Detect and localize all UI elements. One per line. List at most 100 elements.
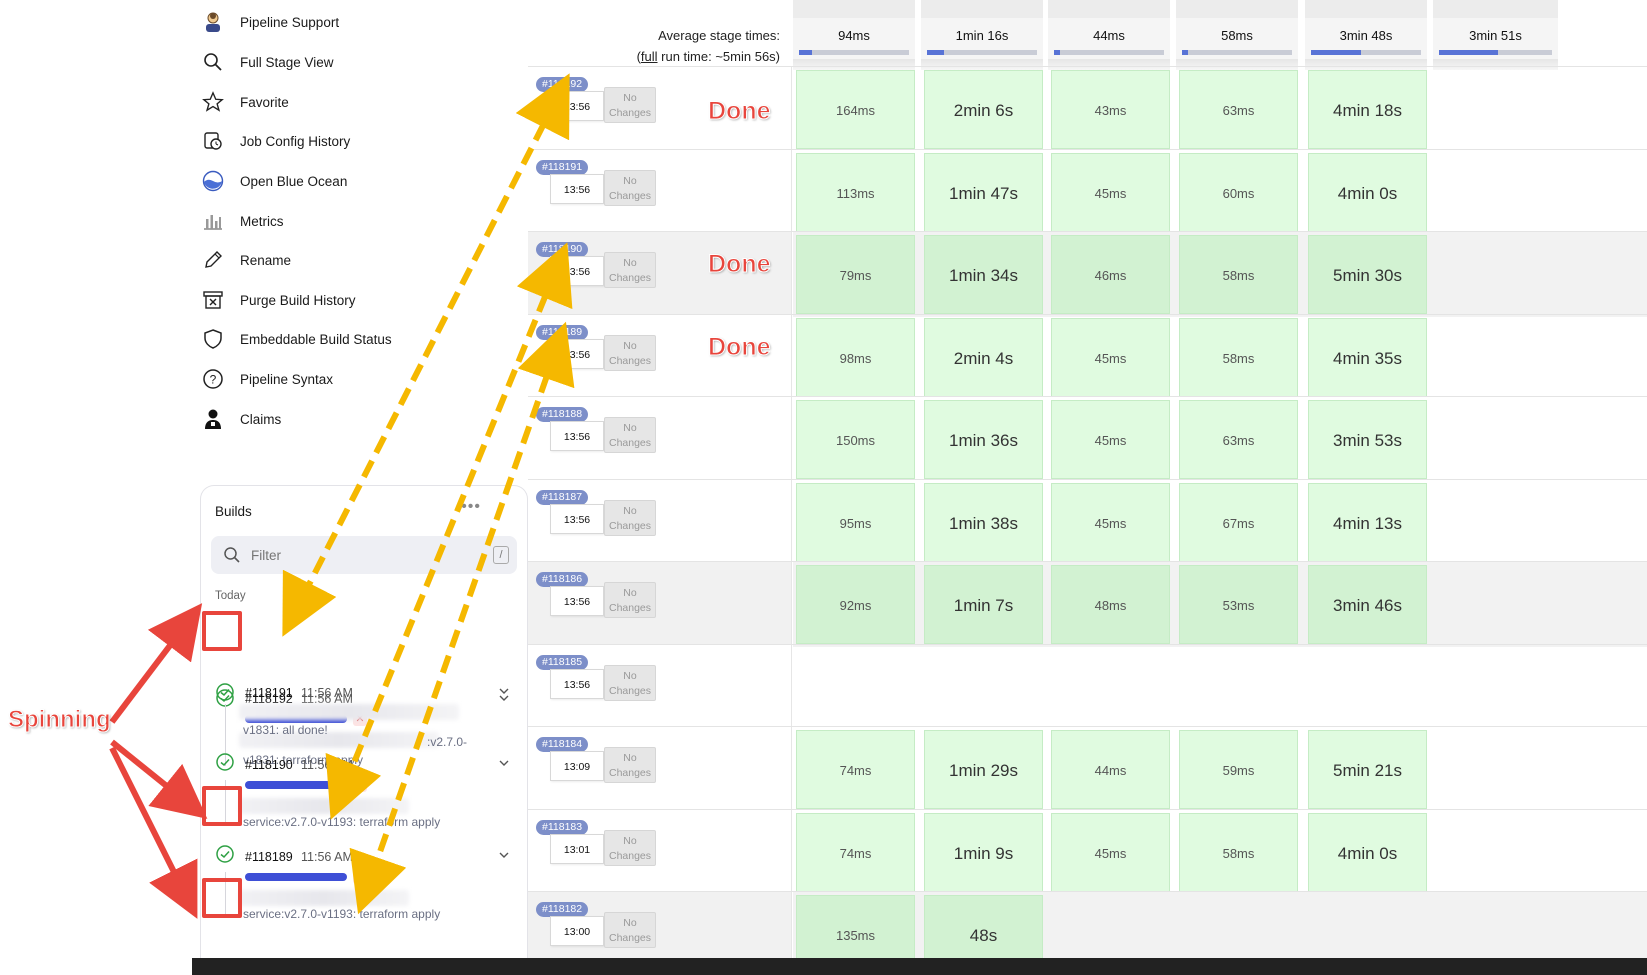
stage-cell[interactable]: 45ms [1051,813,1170,892]
purge-icon [200,287,226,313]
stage-cell[interactable]: 4min 13s [1308,483,1427,562]
stage-cell[interactable]: 164ms [796,70,915,149]
header-shadow [921,59,1043,70]
stage-cell[interactable]: 79ms [796,235,915,314]
stage-cell[interactable]: 4min 0s [1308,813,1427,892]
menu-pipeline-support[interactable]: Pipeline Support [200,8,339,36]
stage-cell[interactable]: 53ms [1179,565,1298,644]
build-number[interactable]: #118190 [245,758,293,772]
stage-cell[interactable]: 2min 6s [924,70,1043,149]
run-id-badge[interactable]: #118192 [536,77,589,92]
menu-favorite[interactable]: Favorite [200,88,289,116]
pipeline-run-row[interactable]: #118189 13:56 No Changes Done 98ms 2min 4s 45ms… [528,314,1647,400]
full-link[interactable]: full [640,49,658,64]
stage-cell[interactable]: 67ms [1179,483,1298,562]
stage-cell[interactable]: 92ms [796,565,915,644]
run-id-badge[interactable]: #118187 [536,490,589,505]
pipeline-run-row[interactable]: #118185 13:56 No Changes [528,644,1647,730]
pipeline-run-row[interactable]: #118188 13:56 No Changes 150ms 1min 36s 45ms 63… [528,396,1647,482]
menu-metrics[interactable]: Metrics [200,207,284,235]
stage-progress-fill [1311,50,1361,55]
stage-cell[interactable]: 3min 46s [1308,565,1427,644]
menu-claims[interactable]: Claims [200,405,281,433]
stage-cell[interactable]: 63ms [1179,70,1298,149]
pipeline-run-row[interactable]: #118190 13:56 No Changes Done 79ms 1min 34s 46m… [528,231,1647,317]
run-id-badge[interactable]: #118189 [536,325,589,340]
chevron-down-icon[interactable] [497,684,511,698]
stage-cell[interactable]: 1min 47s [924,153,1043,232]
stage-cell[interactable]: 1min 34s [924,235,1043,314]
stage-cell[interactable]: 4min 18s [1308,70,1427,149]
run-id-badge[interactable]: #118184 [536,737,589,752]
menu-full-stage-view[interactable]: Full Stage View [200,48,334,76]
divider [225,872,226,918]
pipeline-run-row[interactable]: #118192 13:56 No Changes Done 164ms 2min 6s 43m… [528,66,1647,152]
search-icon [224,547,240,563]
stage-cell[interactable]: 113ms [796,153,915,232]
check-circle-icon [216,753,234,771]
stage-cell[interactable]: 1min 36s [924,400,1043,479]
stage-cell[interactable]: 3min 53s [1308,400,1427,479]
stage-cell[interactable]: 1min 7s [924,565,1043,644]
run-id-badge[interactable]: #118185 [536,655,589,670]
menu-purge-build-history[interactable]: Purge Build History [200,286,356,314]
stage-cell[interactable]: 44ms [1051,730,1170,809]
stage-cell[interactable]: 58ms [1179,813,1298,892]
run-id-badge[interactable]: #118183 [536,820,589,835]
build-number[interactable]: #118192 [245,692,293,706]
menu-open-blue-ocean[interactable]: Open Blue Ocean [200,167,347,195]
menu-embeddable-build-status[interactable]: Embeddable Build Status [200,325,392,353]
stage-cell[interactable]: 1min 38s [924,483,1043,562]
search-icon [200,49,226,75]
filter-box[interactable]: / [211,536,517,574]
menu-pipeline-syntax[interactable]: ? Pipeline Syntax [200,365,333,393]
stage-header: 1min 16s [921,0,1046,70]
stage-cell[interactable]: 45ms [1051,153,1170,232]
stage-cell[interactable]: 95ms [796,483,915,562]
pipeline-run-row[interactable]: #118184 13:09 No Changes 74ms 1min 29s 44ms 59m… [528,726,1647,812]
menu-job-config-history[interactable]: Job Config History [200,127,350,155]
stage-cell[interactable]: 45ms [1051,400,1170,479]
pipeline-run-row[interactable]: #118183 13:01 No Changes 74ms 1min 9s 45ms 58ms… [528,809,1647,895]
stage-cell[interactable]: 5min 30s [1308,235,1427,314]
pipeline-run-row[interactable]: #118187 13:56 No Changes 95ms 1min 38s 45ms 67m… [528,479,1647,565]
chevron-down-icon[interactable] [497,756,511,770]
pipeline-run-row[interactable]: #118186 13:56 No Changes 92ms 1min 7s 48ms 53ms… [528,561,1647,647]
run-id-badge[interactable]: #118182 [536,902,589,917]
filter-input[interactable] [251,547,471,563]
stage-cell[interactable]: 74ms [796,813,915,892]
stage-cell[interactable]: 1min 9s [924,813,1043,892]
stage-cell[interactable]: 48ms [1051,565,1170,644]
stage-cell[interactable]: 5min 21s [1308,730,1427,809]
stage-cell[interactable]: 59ms [1179,730,1298,809]
stage-cell[interactable]: 58ms [1179,318,1298,397]
run-id-badge[interactable]: #118188 [536,407,589,422]
stage-cell[interactable]: 74ms [796,730,915,809]
abort-build-icon[interactable]: ✕ [353,778,367,792]
stage-cell[interactable]: 43ms [1051,70,1170,149]
stage-cell[interactable]: 150ms [796,400,915,479]
build-number[interactable]: #118189 [245,850,293,864]
stage-cell[interactable]: 46ms [1051,235,1170,314]
abort-build-icon[interactable]: ✕ [353,870,367,884]
more-options-icon[interactable]: ••• [461,498,481,515]
stage-cell[interactable]: 45ms [1051,483,1170,562]
stage-cell[interactable]: 4min 0s [1308,153,1427,232]
stage-cell[interactable]: 1min 29s [924,730,1043,809]
run-id-badge[interactable]: #118190 [536,242,589,257]
stage-average-time: 44ms [1093,28,1125,43]
stage-cell[interactable]: 58ms [1179,235,1298,314]
stage-cell[interactable]: 63ms [1179,400,1298,479]
stage-cell[interactable]: 2min 4s [924,318,1043,397]
stage-cell[interactable]: 60ms [1179,153,1298,232]
run-id-badge[interactable]: #118191 [536,160,589,175]
stage-cell[interactable]: 4min 35s [1308,318,1427,397]
menu-rename[interactable]: Rename [200,246,291,274]
run-id-badge[interactable]: #118186 [536,572,589,587]
chevron-down-icon[interactable] [497,848,511,862]
stage-cell[interactable]: 45ms [1051,318,1170,397]
build-number[interactable]: #118191 [245,686,293,700]
menu-label: Job Config History [240,133,351,149]
pipeline-run-row[interactable]: #118191 13:56 No Changes 113ms 1min 47s 45ms 60… [528,149,1647,235]
stage-cell[interactable]: 98ms [796,318,915,397]
